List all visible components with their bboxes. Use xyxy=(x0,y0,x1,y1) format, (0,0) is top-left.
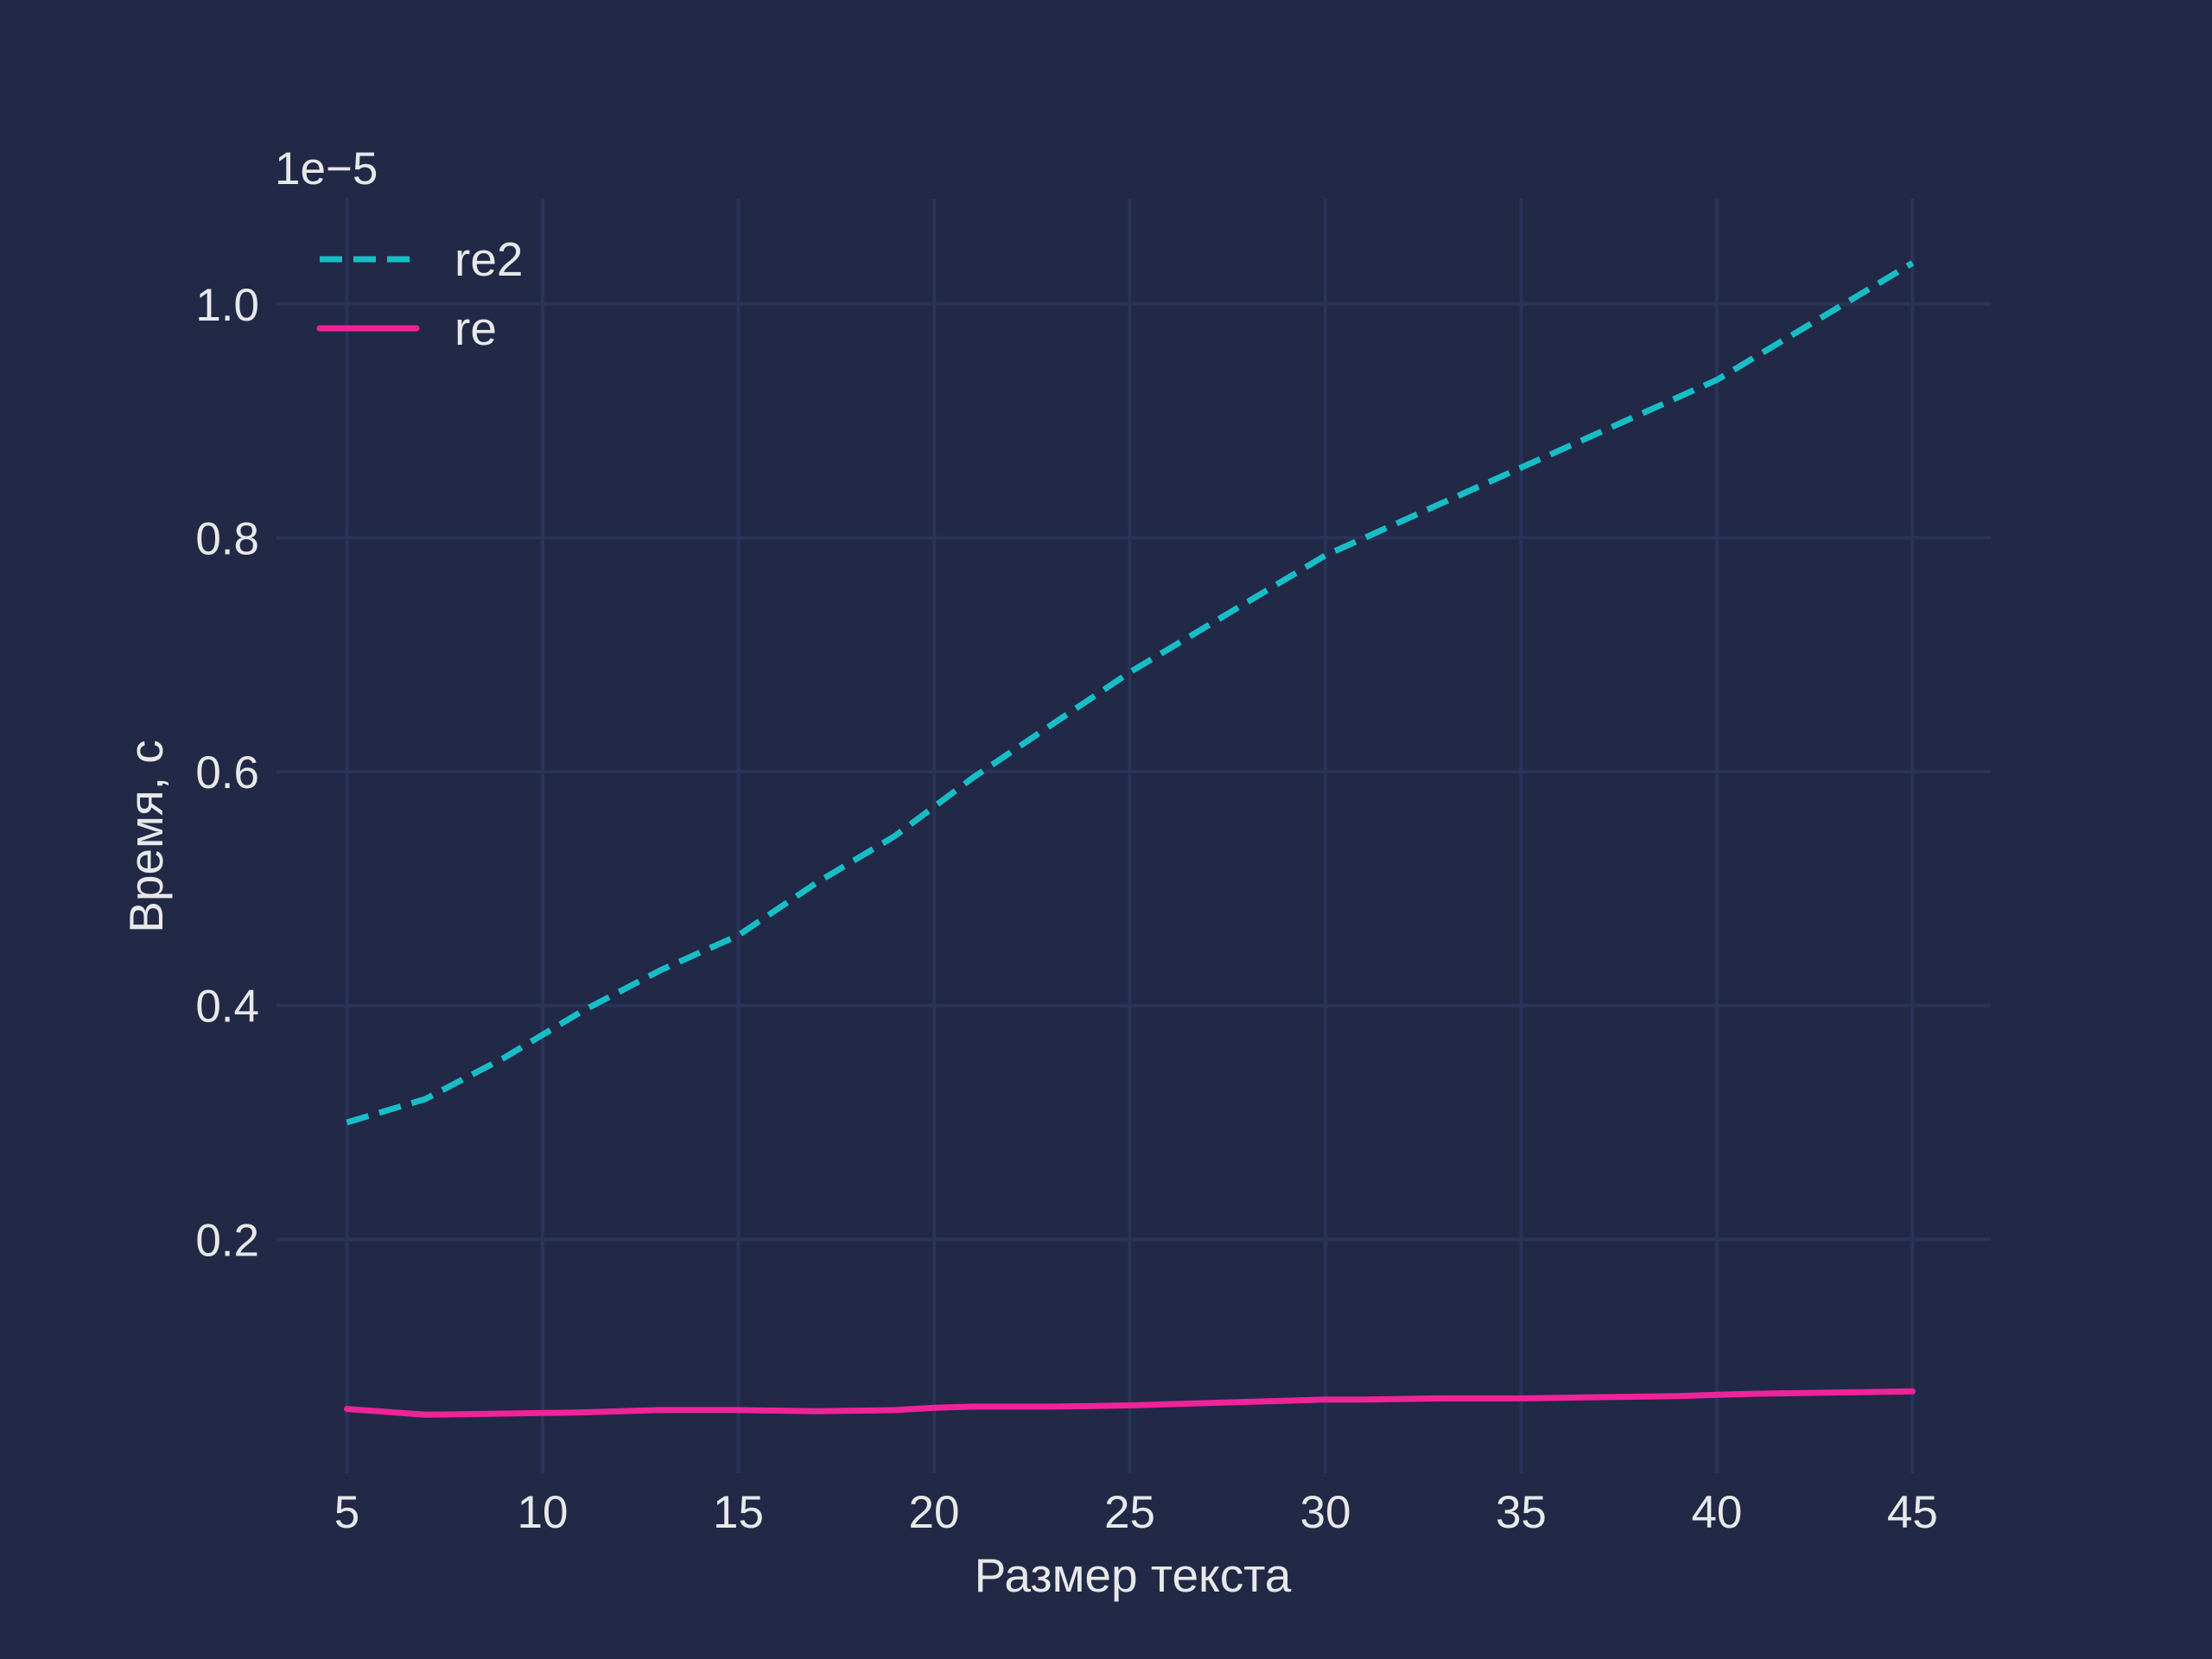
legend-label-re2: re2 xyxy=(454,232,524,286)
y-tick-labels: 0.2 0.4 0.6 0.8 1.0 xyxy=(195,280,259,1267)
x-tick-labels: 5 10 15 20 25 30 35 40 45 xyxy=(334,1487,1938,1538)
x-tick-label-35: 35 xyxy=(1496,1487,1547,1538)
x-tick-label-5: 5 xyxy=(334,1487,359,1538)
y-tick-label-0-6: 0.6 xyxy=(195,747,259,798)
series-line-re2 xyxy=(346,260,1915,1126)
x-axis-label: Размер текста xyxy=(975,1548,1292,1602)
x-grid xyxy=(345,199,1915,1473)
x-tick-label-45: 45 xyxy=(1887,1487,1938,1538)
y-tick-label-0-8: 0.8 xyxy=(195,513,259,564)
x-tick-label-15: 15 xyxy=(713,1487,764,1538)
y-grid xyxy=(276,302,1991,1242)
series-lines xyxy=(344,260,1916,1418)
x-tick-label-10: 10 xyxy=(518,1487,569,1538)
x-tick-label-25: 25 xyxy=(1104,1487,1155,1538)
x-tick-label-30: 30 xyxy=(1300,1487,1351,1538)
legend-label-re: re xyxy=(454,302,497,355)
y-tick-label-0-4: 0.4 xyxy=(195,982,259,1033)
y-tick-label-0-2: 0.2 xyxy=(195,1215,259,1266)
legend: re2 re xyxy=(316,232,524,355)
y-offset-label: 1e−5 xyxy=(275,143,378,194)
series-line-re xyxy=(344,1388,1916,1418)
y-axis-label: Время, с xyxy=(119,740,173,933)
y-tick-label-1-0: 1.0 xyxy=(195,280,259,331)
x-tick-label-40: 40 xyxy=(1691,1487,1742,1538)
x-tick-label-20: 20 xyxy=(909,1487,960,1538)
